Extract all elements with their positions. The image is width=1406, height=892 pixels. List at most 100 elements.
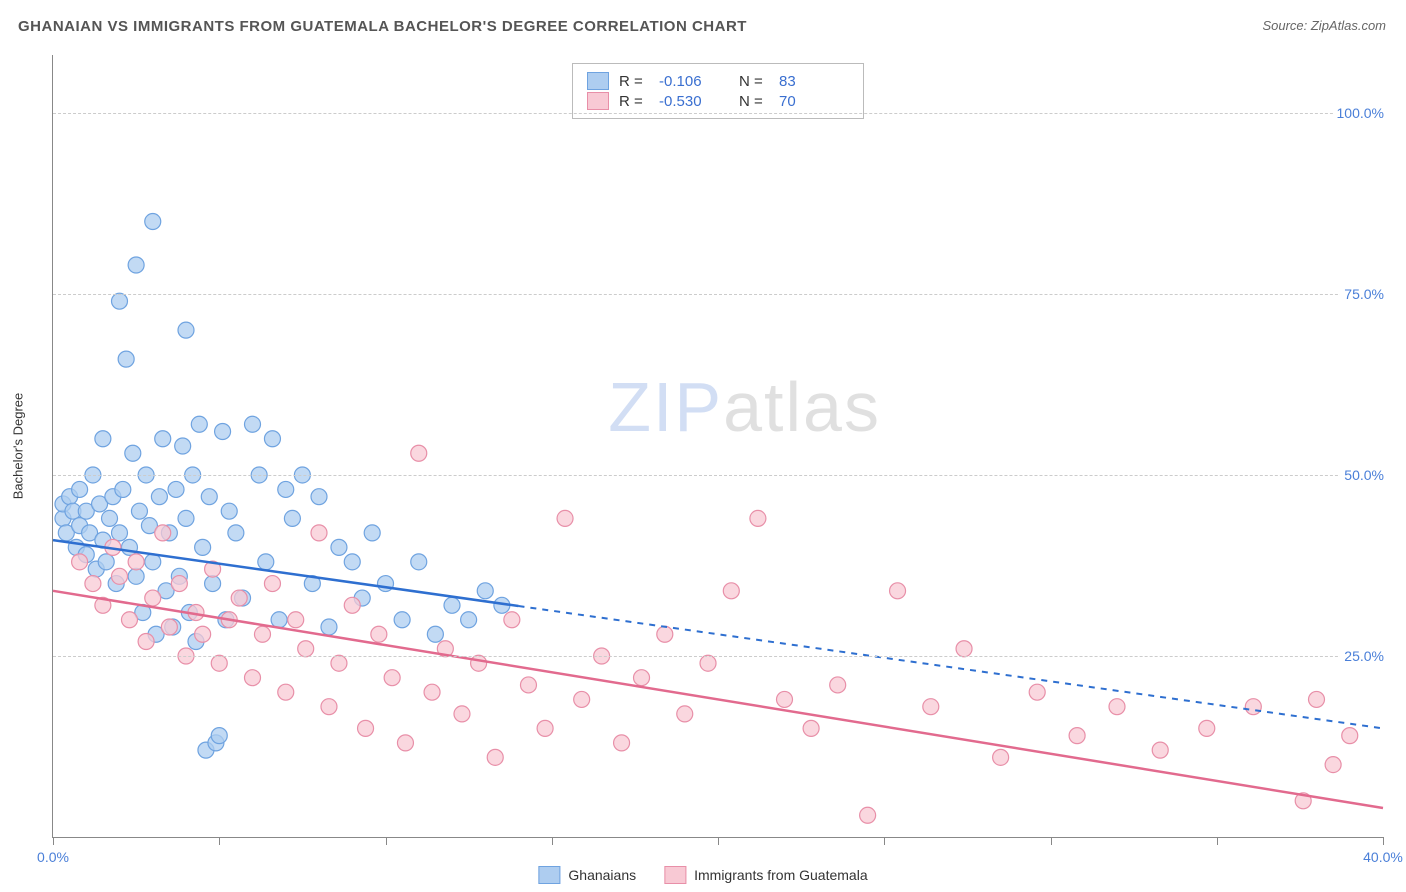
data-point <box>358 720 374 736</box>
legend-r-value: -0.106 <box>659 73 729 90</box>
data-point <box>128 257 144 273</box>
legend-n-value: 83 <box>779 73 849 90</box>
data-point <box>155 431 171 447</box>
data-point <box>102 510 118 526</box>
data-point <box>427 626 443 642</box>
data-point <box>1342 728 1358 744</box>
data-point <box>118 351 134 367</box>
data-point <box>138 634 154 650</box>
grid-line <box>53 294 1383 295</box>
x-tick <box>884 837 885 845</box>
legend-swatch <box>587 92 609 110</box>
data-point <box>264 431 280 447</box>
data-point <box>331 539 347 555</box>
data-point <box>128 568 144 584</box>
data-point <box>85 576 101 592</box>
data-point <box>1199 720 1215 736</box>
data-point <box>700 655 716 671</box>
y-tick-label: 25.0% <box>1340 648 1388 664</box>
data-point <box>245 670 261 686</box>
data-point <box>112 293 128 309</box>
legend-correlation-row: R =-0.530N =70 <box>587 92 849 110</box>
x-tick <box>219 837 220 845</box>
data-point <box>371 626 387 642</box>
data-point <box>175 438 191 454</box>
data-point <box>830 677 846 693</box>
data-point <box>956 641 972 657</box>
grid-line <box>53 475 1383 476</box>
regression-line <box>53 591 1383 808</box>
data-point <box>364 525 380 541</box>
grid-line <box>53 113 1383 114</box>
data-point <box>205 576 221 592</box>
data-point <box>557 510 573 526</box>
data-point <box>574 691 590 707</box>
data-point <box>1109 699 1125 715</box>
data-point <box>288 612 304 628</box>
data-point <box>112 568 128 584</box>
legend-correlation-row: R = -0.106 N = 83 <box>587 72 849 90</box>
scatter-svg <box>53 55 1383 837</box>
chart-title: GHANAIAN VS IMMIGRANTS FROM GUATEMALA BA… <box>18 18 747 35</box>
y-tick-label: 50.0% <box>1340 467 1388 483</box>
data-point <box>803 720 819 736</box>
data-point <box>311 525 327 541</box>
legend-swatch <box>664 866 686 884</box>
data-point <box>231 590 247 606</box>
legend-r-value: -0.530 <box>659 93 729 110</box>
data-point <box>311 489 327 505</box>
x-tick <box>386 837 387 845</box>
data-point <box>191 416 207 432</box>
data-point <box>72 554 88 570</box>
data-point <box>321 699 337 715</box>
data-point <box>321 619 337 635</box>
data-point <box>278 481 294 497</box>
data-point <box>245 416 261 432</box>
data-point <box>121 612 137 628</box>
data-point <box>394 612 410 628</box>
data-point <box>384 670 400 686</box>
data-point <box>178 322 194 338</box>
data-point <box>221 503 237 519</box>
data-point <box>98 554 114 570</box>
data-point <box>228 525 244 541</box>
data-point <box>1325 757 1341 773</box>
plot-area: ZIPatlas R =-0.106N =83R =-0.530N =70 25… <box>52 55 1383 838</box>
legend-swatch <box>587 72 609 90</box>
data-point <box>487 749 503 765</box>
regression-line-dashed <box>519 606 1384 728</box>
data-point <box>145 214 161 230</box>
x-tick <box>1383 837 1384 845</box>
data-point <box>890 583 906 599</box>
legend-n-label: N = <box>739 73 769 90</box>
data-point <box>72 481 88 497</box>
legend-n-value: 70 <box>779 93 849 110</box>
data-point <box>634 670 650 686</box>
x-tick <box>1217 837 1218 845</box>
data-point <box>1245 699 1261 715</box>
legend-series: GhanaiansImmigrants from Guatemala <box>538 866 867 884</box>
legend-r-label: R = <box>619 73 649 90</box>
data-point <box>860 807 876 823</box>
data-point <box>331 655 347 671</box>
data-point <box>115 481 131 497</box>
chart-container: GHANAIAN VS IMMIGRANTS FROM GUATEMALA BA… <box>0 0 1406 892</box>
data-point <box>677 706 693 722</box>
legend-correlation-box: R =-0.106N =83R =-0.530N =70 <box>572 63 864 119</box>
source-attribution: Source: ZipAtlas.com <box>1262 18 1386 33</box>
x-tick <box>552 837 553 845</box>
data-point <box>171 576 187 592</box>
data-point <box>258 554 274 570</box>
data-point <box>211 655 227 671</box>
data-point <box>125 445 141 461</box>
data-point <box>397 735 413 751</box>
data-point <box>298 641 314 657</box>
data-point <box>195 626 211 642</box>
legend-r-label: R = <box>619 93 649 110</box>
data-point <box>161 619 177 635</box>
data-point <box>95 431 111 447</box>
data-point <box>211 728 227 744</box>
data-point <box>145 590 161 606</box>
data-point <box>993 749 1009 765</box>
data-point <box>477 583 493 599</box>
